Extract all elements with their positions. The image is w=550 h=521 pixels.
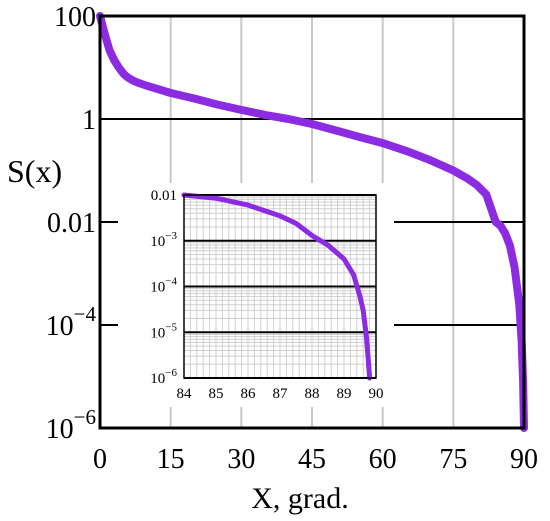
inset-x-tick-label: 90: [369, 386, 384, 402]
inset-x-tick-label: 87: [273, 386, 289, 402]
inset-x-tick-label: 89: [337, 386, 352, 402]
inset-series-line: [181, 192, 373, 381]
main-x-tick-label: 30: [227, 444, 255, 475]
y-axis-label: S(x): [7, 153, 62, 189]
inset-x-tick-label: 84: [177, 386, 193, 402]
main-series-line: [96, 12, 528, 432]
main-x-tick-label: 0: [93, 444, 107, 475]
main-x-tick-label: 60: [369, 444, 397, 475]
main-y-tick-label: 10−6: [46, 405, 96, 445]
inset-x-tick-label: 86: [241, 386, 257, 402]
inset-y-tick-label: 0.01: [151, 188, 177, 204]
main-chart: 0 15 30 45 60 75 90 100 1 0.01 10−4 10−6: [46, 2, 538, 475]
main-x-tick-label: 90: [510, 444, 538, 475]
inset-plot-frame: [183, 194, 377, 379]
main-plot-frame: [98, 14, 526, 430]
inset-chart: 0.01 10−3 10−4 10−5 10−684 85 86 87 88 89 90: [118, 183, 394, 407]
inset-background: [118, 183, 394, 407]
inset-x-tick-label: 88: [305, 386, 320, 402]
main-x-tick-label: 15: [157, 444, 185, 475]
inset-x-tick-label: 85: [209, 386, 224, 402]
main-y-tick-label: 10−4: [46, 302, 97, 342]
main-x-tick-label: 45: [298, 444, 326, 475]
inset-y-tick-label: 10−5: [150, 321, 177, 341]
main-y-tick-label: 0.01: [47, 208, 96, 239]
main-y-tick-label: 100: [54, 2, 96, 33]
main-x-tick-label: 75: [439, 444, 467, 475]
main-y-tick-label: 1: [82, 105, 96, 136]
inset-y-tick-label: 10−4: [150, 276, 177, 296]
inset-y-tick-label: 10−3: [150, 230, 177, 250]
inset-y-tick-label: 10−6: [150, 367, 177, 387]
x-axis-label: X, grad.: [251, 482, 348, 515]
